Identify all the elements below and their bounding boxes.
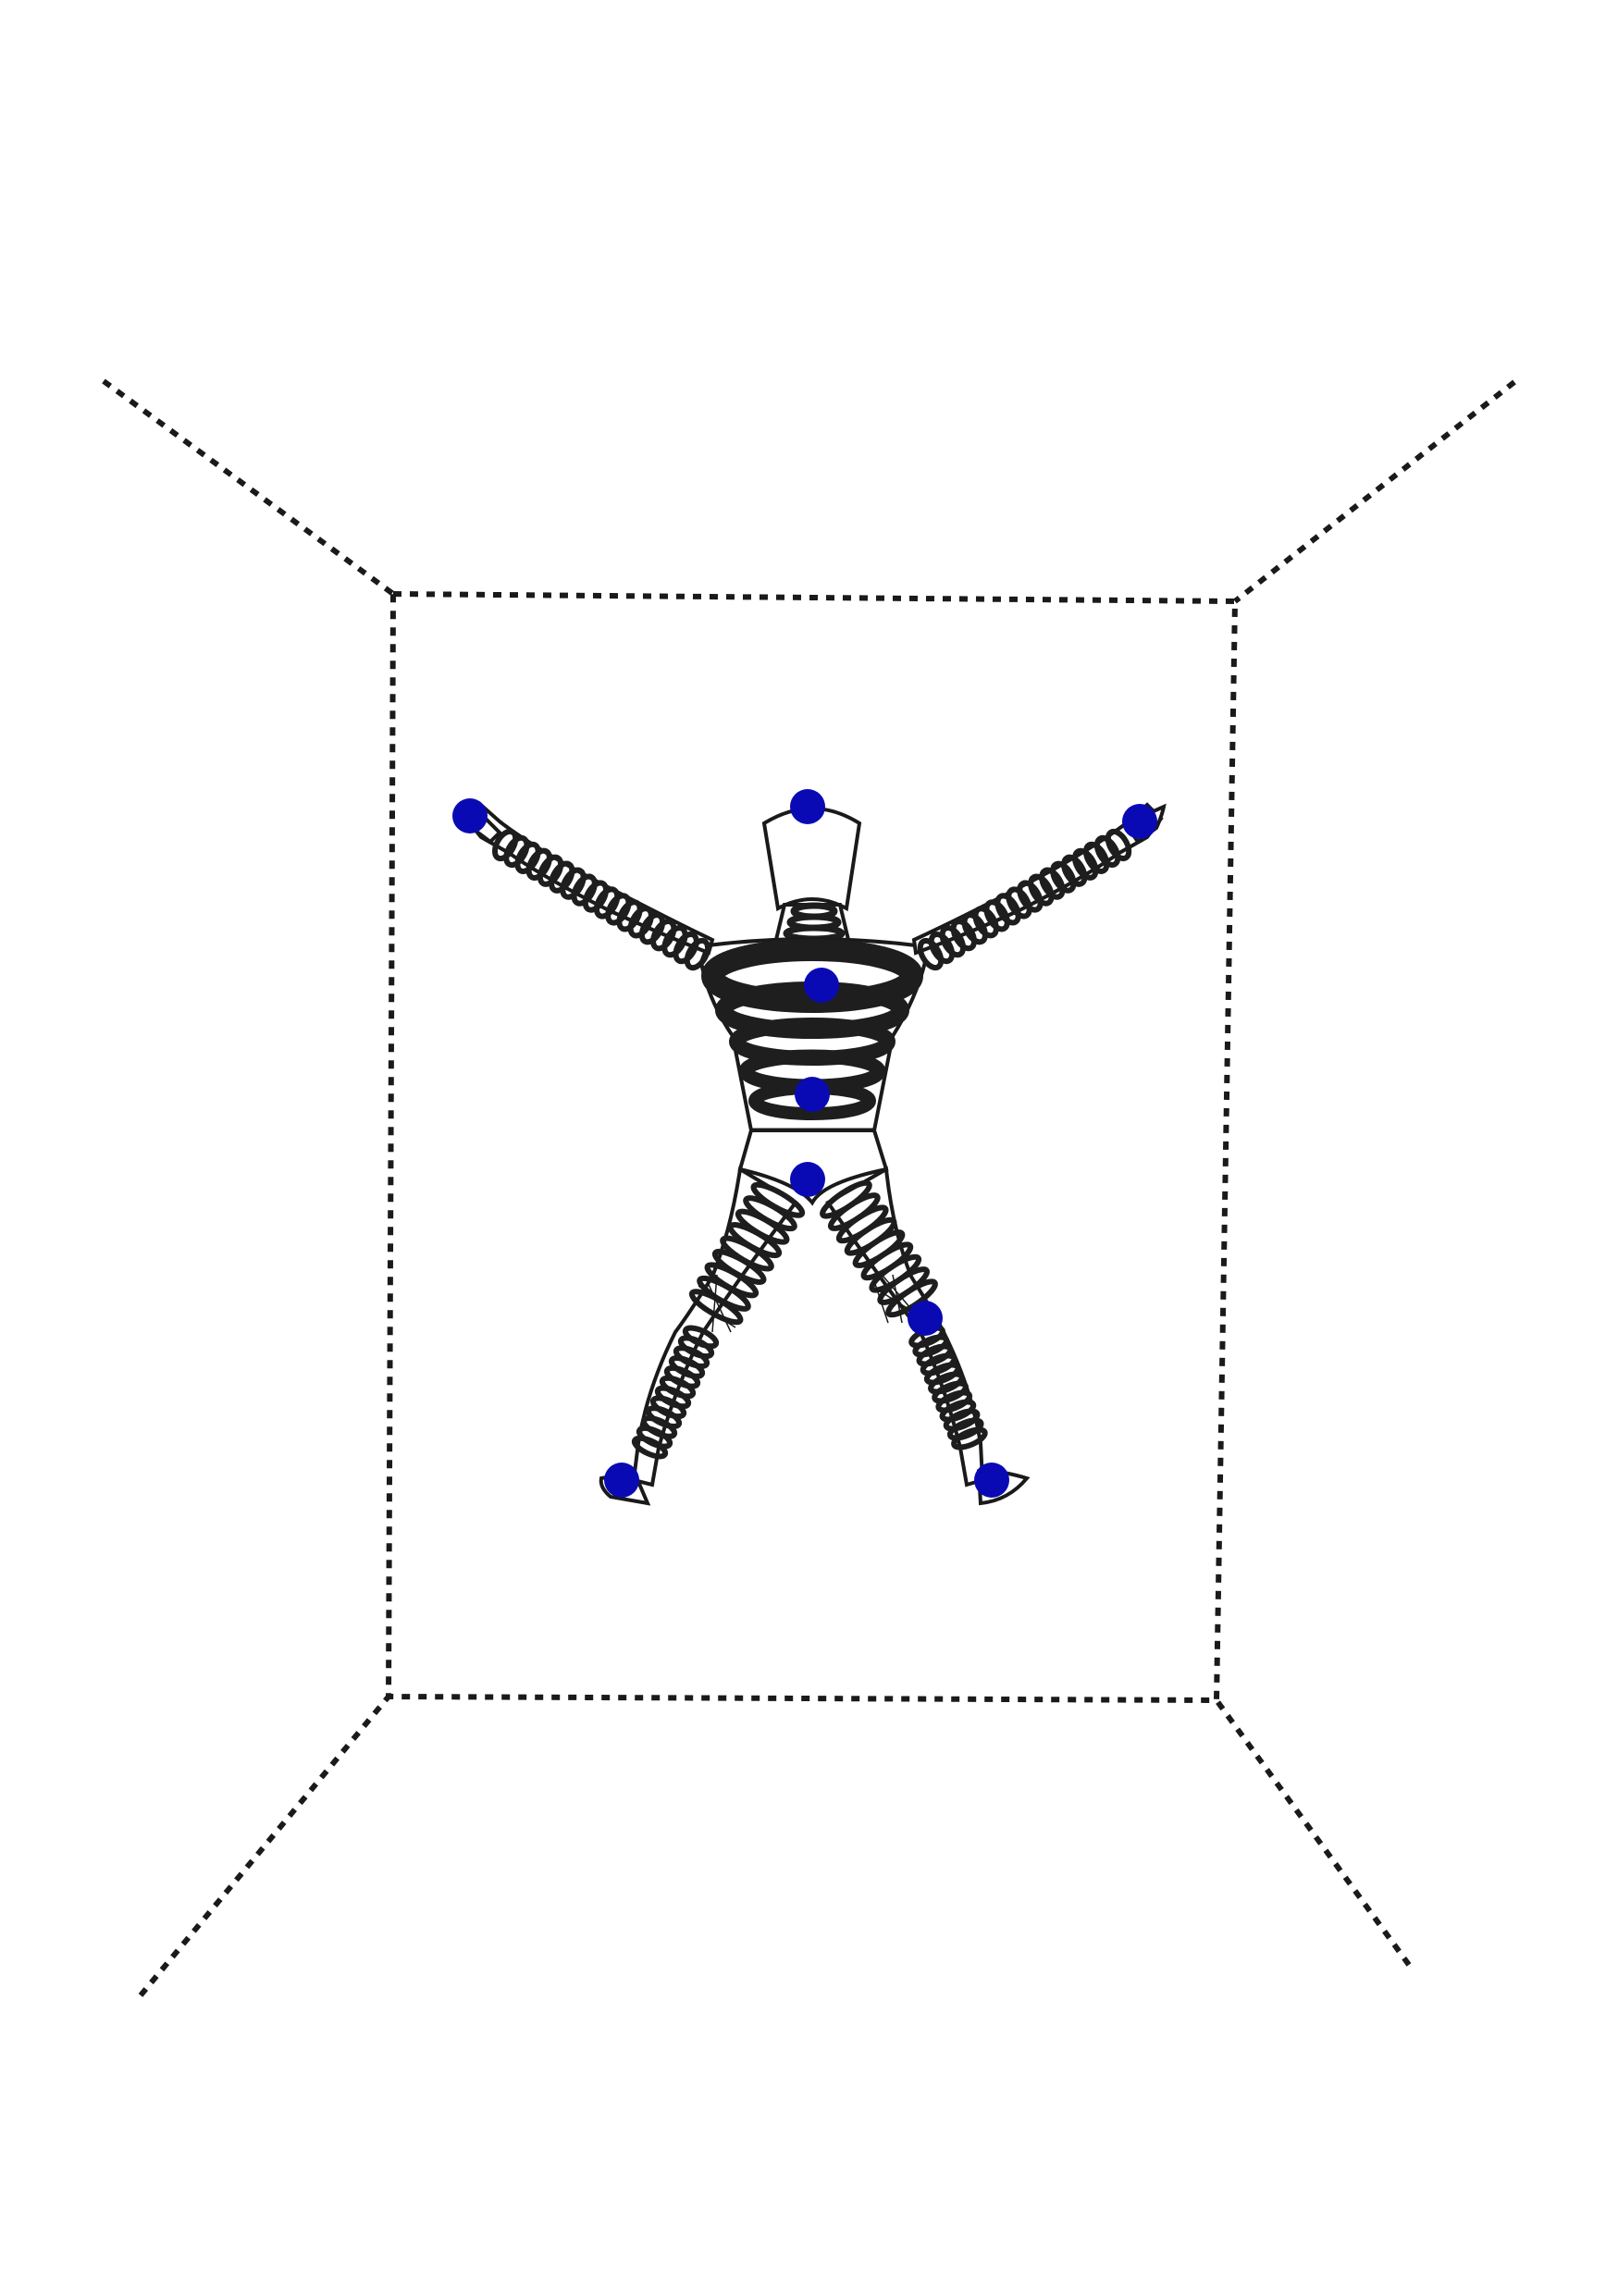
left-shin-coil bbox=[916, 1343, 954, 1367]
right-arm-coil bbox=[661, 925, 688, 958]
left-arm-coil bbox=[1028, 873, 1055, 907]
right-arm-coil bbox=[503, 834, 530, 869]
right-arm-coil bbox=[616, 899, 643, 932]
left-arm-coil bbox=[928, 932, 956, 965]
left-hand-marker bbox=[1122, 804, 1157, 839]
right-arm-coil bbox=[549, 860, 575, 894]
right-arm-coil bbox=[627, 906, 654, 939]
room-frame bbox=[102, 378, 1516, 1997]
torso-coil bbox=[701, 939, 923, 1013]
left-arm-coil bbox=[983, 899, 1010, 932]
floor-edge-left bbox=[138, 1695, 391, 1997]
left-shin-coil bbox=[923, 1362, 961, 1386]
spring-figure bbox=[458, 802, 1167, 1506]
left-arm-coil bbox=[939, 925, 967, 958]
right-arm-coil bbox=[582, 880, 610, 913]
abdomen-marker bbox=[795, 1077, 830, 1112]
left-arm-coil bbox=[950, 919, 977, 952]
left-arm-coil bbox=[917, 937, 945, 971]
left-shin-coil bbox=[920, 1352, 957, 1376]
right-arm-coil bbox=[650, 919, 677, 952]
right-arm-coil bbox=[560, 867, 587, 900]
left-arm-coil bbox=[994, 893, 1021, 926]
left-arm-coil bbox=[1006, 886, 1032, 920]
pelvis-marker bbox=[790, 1162, 825, 1197]
left-shin-coil bbox=[932, 1380, 969, 1404]
right-arm-coil bbox=[684, 937, 711, 971]
right-arm-coil bbox=[571, 873, 598, 907]
left-arm-coil bbox=[961, 912, 988, 945]
left-knee-mesh bbox=[873, 1274, 917, 1324]
left-arm-coil bbox=[1039, 867, 1066, 900]
left-arm-coil bbox=[972, 906, 999, 939]
back-wall bbox=[385, 590, 1239, 1704]
right-arm-coil bbox=[638, 912, 666, 945]
right-arm-coil bbox=[491, 828, 519, 862]
arm-springs bbox=[491, 828, 1132, 971]
right-hand-marker bbox=[452, 798, 488, 833]
markers bbox=[452, 789, 1157, 1498]
left-shin-coil bbox=[912, 1334, 950, 1358]
left-shin-coil bbox=[928, 1371, 965, 1395]
floor-edge-right bbox=[1214, 1698, 1412, 1967]
left-arm-coil bbox=[1050, 860, 1077, 894]
right-arm-coil bbox=[593, 886, 621, 920]
left-foot-marker bbox=[974, 1463, 1009, 1498]
right-arm-coil bbox=[537, 854, 564, 887]
right-foot-marker bbox=[604, 1463, 639, 1498]
left-knee-marker bbox=[908, 1301, 943, 1336]
right-arm-coil bbox=[673, 931, 699, 965]
right-knee-mesh bbox=[691, 1274, 741, 1333]
right-arm-coil bbox=[514, 841, 541, 874]
left-shin-coil bbox=[943, 1408, 981, 1432]
left-arm-coil bbox=[1082, 841, 1110, 874]
left-arm-coil bbox=[1061, 854, 1088, 887]
left-arm-coil bbox=[1093, 834, 1121, 868]
chest-marker bbox=[804, 968, 839, 1003]
knee-mesh bbox=[691, 1274, 917, 1333]
left-shin-coil bbox=[946, 1417, 984, 1441]
left-shin-coil bbox=[951, 1426, 988, 1450]
left-shin-coil bbox=[939, 1399, 977, 1423]
left-arm-coil bbox=[1017, 880, 1044, 913]
right-arm-coil bbox=[525, 847, 552, 881]
head-marker bbox=[790, 789, 825, 824]
left-arm-coil bbox=[1105, 828, 1132, 862]
left-arm-coil bbox=[1072, 847, 1099, 881]
right-arm-coil bbox=[605, 893, 632, 926]
right-shin-coil bbox=[631, 1435, 669, 1460]
left-shin-coil bbox=[935, 1389, 973, 1413]
